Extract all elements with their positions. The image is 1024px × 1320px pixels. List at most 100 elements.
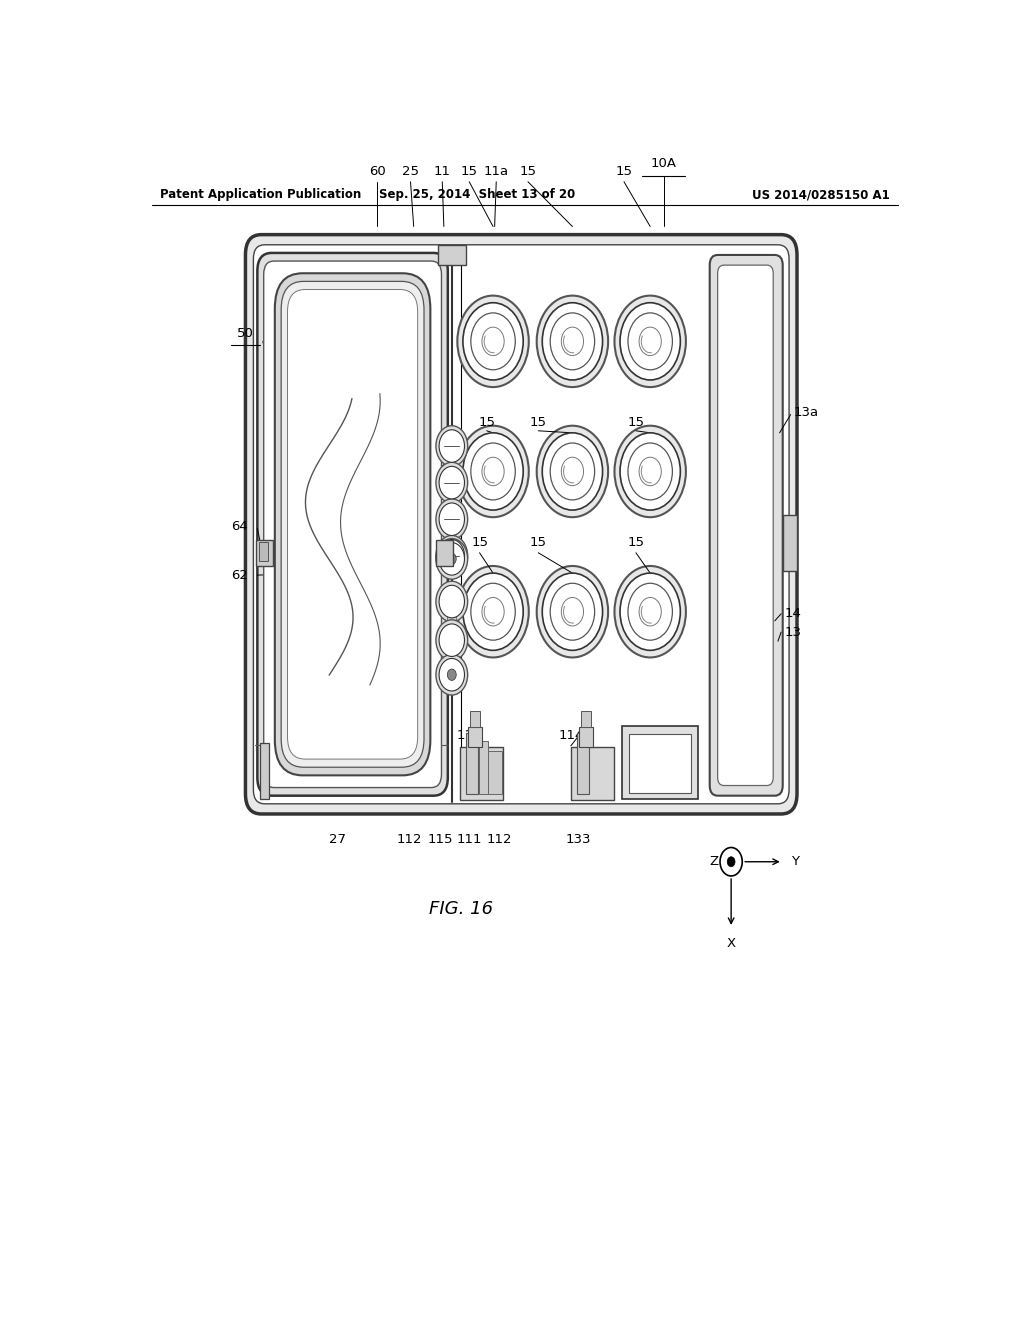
Circle shape xyxy=(436,499,468,540)
FancyBboxPatch shape xyxy=(257,253,447,796)
Text: 133: 133 xyxy=(565,833,591,846)
Text: 50: 50 xyxy=(237,327,254,339)
Text: 114: 114 xyxy=(457,729,482,742)
Bar xyxy=(578,733,589,793)
Circle shape xyxy=(628,313,673,370)
Text: 10A: 10A xyxy=(650,157,677,170)
Circle shape xyxy=(439,540,465,572)
Circle shape xyxy=(614,296,686,387)
Circle shape xyxy=(447,553,457,565)
FancyBboxPatch shape xyxy=(282,281,424,767)
Circle shape xyxy=(439,430,465,462)
Text: 15: 15 xyxy=(628,416,644,429)
Circle shape xyxy=(439,585,465,618)
Circle shape xyxy=(614,426,686,517)
Text: 15: 15 xyxy=(529,536,547,549)
Text: 114: 114 xyxy=(558,729,584,742)
Bar xyxy=(623,726,697,799)
Circle shape xyxy=(543,302,602,380)
Circle shape xyxy=(436,536,468,576)
Text: 11a: 11a xyxy=(483,165,509,178)
Circle shape xyxy=(621,302,680,380)
Bar xyxy=(782,515,797,570)
Circle shape xyxy=(621,433,680,510)
Text: Sep. 25, 2014  Sheet 13 of 20: Sep. 25, 2014 Sheet 13 of 20 xyxy=(379,189,575,202)
Text: 27: 27 xyxy=(329,833,346,846)
Circle shape xyxy=(543,433,602,510)
Circle shape xyxy=(458,426,528,517)
Circle shape xyxy=(550,444,595,500)
Circle shape xyxy=(436,620,468,660)
Text: Z: Z xyxy=(709,855,718,869)
Bar xyxy=(582,711,591,726)
Text: 15: 15 xyxy=(628,536,644,549)
Circle shape xyxy=(727,857,735,867)
Bar xyxy=(437,244,466,265)
Bar xyxy=(579,726,593,747)
Circle shape xyxy=(561,457,584,486)
Circle shape xyxy=(537,296,608,387)
Circle shape xyxy=(628,583,673,640)
Bar xyxy=(447,602,457,624)
Text: 112: 112 xyxy=(486,833,512,846)
Text: Y: Y xyxy=(791,855,799,869)
Text: 13: 13 xyxy=(784,626,802,639)
Text: 115: 115 xyxy=(428,833,454,846)
Circle shape xyxy=(458,296,528,387)
Circle shape xyxy=(439,543,465,576)
Text: 15: 15 xyxy=(461,165,478,178)
Circle shape xyxy=(436,581,468,622)
Circle shape xyxy=(463,302,523,380)
Circle shape xyxy=(439,466,465,499)
Bar xyxy=(470,711,479,726)
Text: 25: 25 xyxy=(402,165,419,178)
Text: 23: 23 xyxy=(424,459,441,471)
Circle shape xyxy=(639,457,662,486)
Circle shape xyxy=(439,503,465,536)
Text: 15: 15 xyxy=(615,165,633,178)
Text: 13a: 13a xyxy=(794,407,818,418)
Text: 111: 111 xyxy=(457,833,482,846)
Circle shape xyxy=(471,313,515,370)
Bar xyxy=(479,741,488,793)
Circle shape xyxy=(543,573,602,651)
FancyBboxPatch shape xyxy=(274,273,430,775)
Circle shape xyxy=(550,313,595,370)
Text: US 2014/0285150 A1: US 2014/0285150 A1 xyxy=(752,189,890,202)
Text: 15: 15 xyxy=(471,536,488,549)
Circle shape xyxy=(436,539,468,579)
Bar xyxy=(259,543,268,561)
Text: 21: 21 xyxy=(412,671,429,684)
Circle shape xyxy=(471,583,515,640)
Circle shape xyxy=(482,457,504,486)
Circle shape xyxy=(482,598,504,626)
FancyBboxPatch shape xyxy=(264,261,441,788)
Text: 14: 14 xyxy=(784,607,802,620)
Text: FIG. 16: FIG. 16 xyxy=(429,899,494,917)
Circle shape xyxy=(614,566,686,657)
Bar xyxy=(629,734,691,792)
Circle shape xyxy=(550,583,595,640)
FancyBboxPatch shape xyxy=(718,265,773,785)
Text: 112: 112 xyxy=(397,833,423,846)
Bar xyxy=(460,747,504,800)
FancyBboxPatch shape xyxy=(710,255,782,796)
Text: 62: 62 xyxy=(230,569,248,582)
Circle shape xyxy=(720,847,742,876)
Circle shape xyxy=(561,598,584,626)
Circle shape xyxy=(439,659,465,690)
Circle shape xyxy=(458,566,528,657)
Text: X: X xyxy=(727,937,735,949)
Bar xyxy=(466,733,478,793)
Circle shape xyxy=(628,444,673,500)
Circle shape xyxy=(482,327,504,355)
Circle shape xyxy=(639,327,662,355)
Circle shape xyxy=(447,669,457,680)
Bar xyxy=(487,751,502,793)
Circle shape xyxy=(436,426,468,466)
Text: 11: 11 xyxy=(434,165,451,178)
Text: 60: 60 xyxy=(369,165,386,178)
Text: 15: 15 xyxy=(519,165,537,178)
FancyBboxPatch shape xyxy=(288,289,418,759)
Text: Patent Application Publication: Patent Application Publication xyxy=(160,189,361,202)
